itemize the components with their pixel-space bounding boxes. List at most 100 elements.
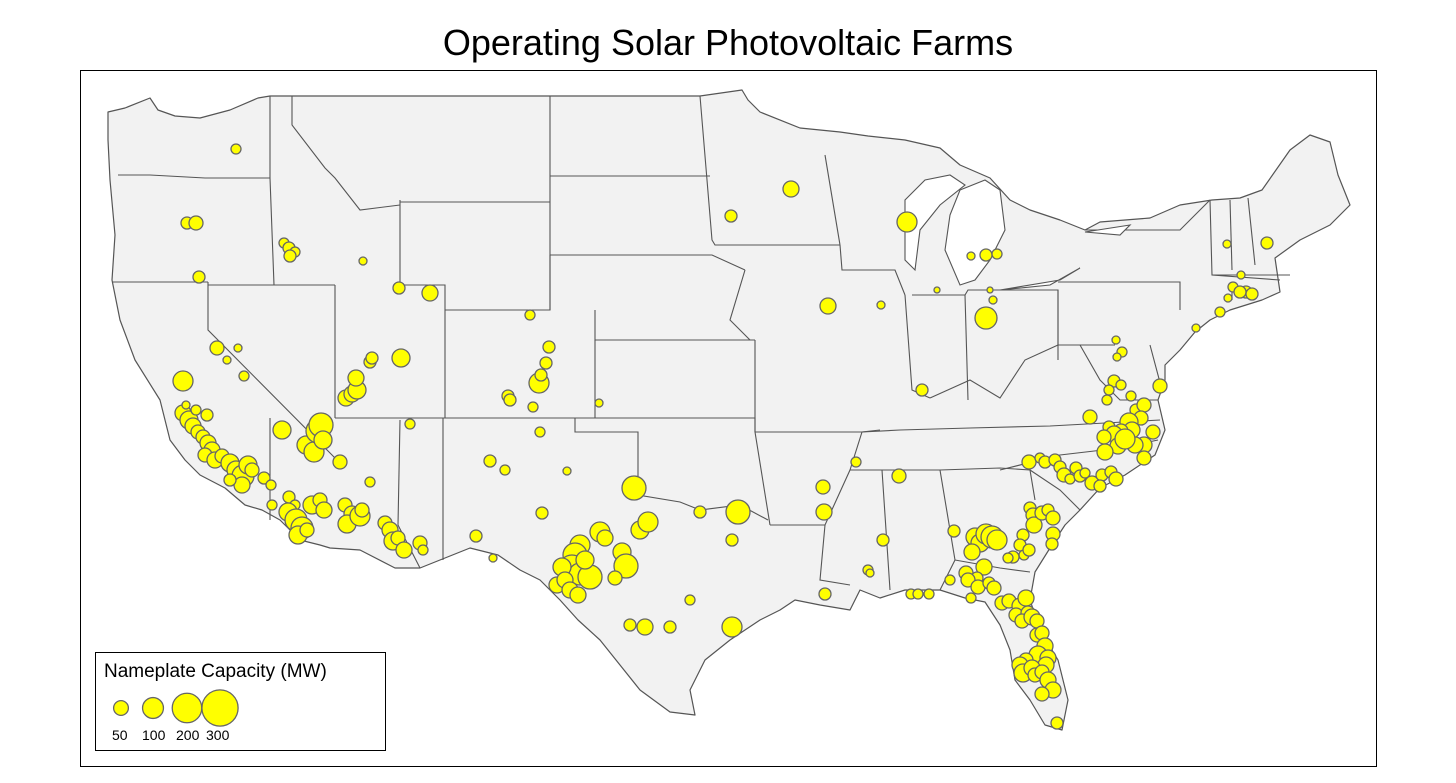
solar-site-marker: [313, 430, 333, 450]
solar-site-marker: [912, 588, 924, 600]
solar-site-marker: [663, 620, 677, 634]
solar-site-marker: [233, 343, 243, 353]
solar-site-marker: [483, 454, 497, 468]
us-land: [107, 89, 1351, 731]
solar-site-marker: [534, 426, 546, 438]
solar-site-marker: [1145, 424, 1161, 440]
solar-site-marker: [1079, 467, 1091, 479]
solar-site-marker: [265, 479, 277, 491]
solar-sites: [172, 143, 1274, 730]
solar-site-marker: [947, 524, 961, 538]
solar-site-marker: [417, 544, 429, 556]
solar-site-marker: [933, 286, 941, 294]
legend-title: Nameplate Capacity (MW): [104, 661, 327, 682]
solar-site-marker: [562, 466, 572, 476]
solar-site-marker: [850, 456, 862, 468]
solar-site-marker: [1136, 397, 1152, 413]
solar-site-marker: [1222, 239, 1232, 249]
solar-site-marker: [488, 553, 498, 563]
solar-site-marker: [1002, 552, 1014, 564]
solar-site-marker: [524, 309, 536, 321]
solar-site-marker: [1050, 716, 1064, 730]
solar-site-marker: [192, 270, 206, 284]
solar-site-marker: [1082, 409, 1098, 425]
solar-site-marker: [896, 211, 918, 233]
solar-site-marker: [1223, 293, 1233, 303]
solar-site-marker: [594, 398, 604, 408]
solar-site-marker: [575, 550, 595, 570]
legend-symbol-200: [171, 692, 203, 724]
solar-site-marker: [499, 464, 511, 476]
solar-site-marker: [299, 522, 315, 538]
solar-site-marker: [223, 473, 237, 487]
legend-label-200: 200: [176, 727, 200, 743]
solar-site-marker: [569, 586, 587, 604]
solar-site-marker: [891, 468, 907, 484]
solar-site-marker: [991, 248, 1003, 260]
legend-symbol-100: [141, 696, 165, 720]
solar-site-marker: [1233, 285, 1247, 299]
solar-site-marker: [534, 368, 548, 382]
solar-site-marker: [1096, 429, 1112, 445]
solar-site-marker: [244, 462, 260, 478]
solar-site-marker: [621, 475, 647, 501]
solar-site-marker: [1115, 379, 1127, 391]
solar-site-marker: [1136, 450, 1152, 466]
solar-site-marker: [1260, 236, 1274, 250]
legend-symbol-50: [112, 699, 130, 717]
solar-site-marker: [876, 300, 886, 310]
solar-site-marker: [503, 393, 517, 407]
solar-site-marker: [865, 568, 875, 578]
solar-site-marker: [1093, 479, 1107, 493]
solar-site-marker: [613, 553, 639, 579]
solar-site-marker: [209, 340, 225, 356]
solar-site-marker: [354, 502, 370, 518]
solar-site-marker: [257, 471, 271, 485]
legend-label-300: 300: [206, 727, 230, 743]
solar-site-marker: [986, 580, 1002, 596]
solar-site-marker: [963, 543, 981, 561]
solar-site-marker: [1101, 394, 1113, 406]
solar-site-marker: [1021, 454, 1037, 470]
solar-site-marker: [347, 369, 365, 387]
solar-site-marker: [1114, 428, 1136, 450]
solar-site-marker: [782, 180, 800, 198]
solar-site-marker: [986, 529, 1008, 551]
legend-symbols: [112, 689, 239, 727]
solar-site-marker: [1108, 471, 1124, 487]
map-frame: [80, 70, 1377, 767]
solar-site-marker: [944, 574, 956, 586]
solar-site-marker: [979, 248, 993, 262]
solar-site-marker: [637, 511, 659, 533]
solar-site-marker: [188, 215, 204, 231]
solar-site-marker: [527, 401, 539, 413]
solar-site-marker: [876, 533, 890, 547]
solar-site-marker: [966, 251, 976, 261]
legend-label-100: 100: [142, 727, 166, 743]
solar-site-marker: [469, 529, 483, 543]
conus-outline: [107, 89, 1351, 731]
solar-site-marker: [1096, 443, 1114, 461]
solar-site-marker: [1236, 270, 1246, 280]
solar-site-marker: [391, 348, 411, 368]
solar-site-marker: [283, 249, 297, 263]
solar-site-marker: [535, 506, 549, 520]
solar-site-marker: [539, 356, 553, 370]
solar-site-marker: [395, 541, 413, 559]
solar-site-marker: [238, 370, 250, 382]
solar-site-marker: [542, 340, 556, 354]
solar-site-marker: [392, 281, 406, 295]
map-title: Operating Solar Photovoltaic Farms: [442, 22, 1014, 63]
solar-site-marker: [1045, 510, 1061, 526]
solar-site-marker: [986, 286, 994, 294]
solar-site-marker: [1111, 335, 1121, 345]
solar-site-marker: [1191, 323, 1201, 333]
solar-site-marker: [200, 408, 214, 422]
solar-site-marker: [607, 570, 623, 586]
solar-site-marker: [358, 256, 368, 266]
solar-site-marker: [1103, 384, 1115, 396]
solar-site-marker: [272, 420, 292, 440]
solar-site-marker: [364, 476, 376, 488]
solar-site-marker: [975, 558, 993, 576]
solar-site-marker: [172, 370, 194, 392]
